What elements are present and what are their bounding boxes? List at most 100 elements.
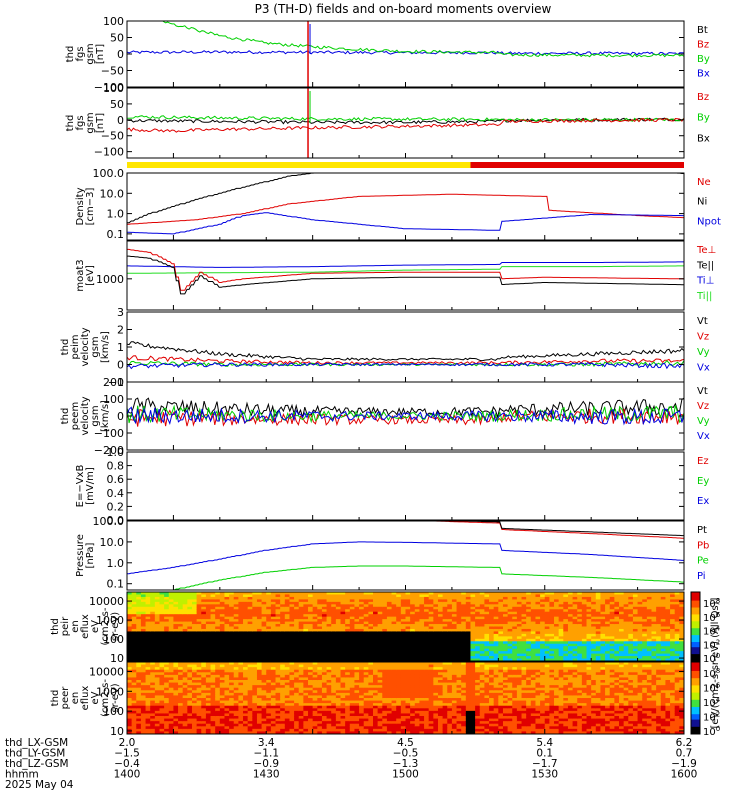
spectrogram-cell	[419, 619, 425, 623]
spectrogram-cell	[502, 626, 509, 630]
spectrogram-cell	[549, 624, 555, 628]
spectrogram-cell	[498, 641, 504, 645]
spectrogram-cell	[567, 596, 574, 600]
spectrogram-cell	[224, 619, 230, 623]
spectrogram-cell	[679, 611, 684, 615]
spectrogram-cell	[275, 682, 281, 686]
spectrogram-cell	[312, 723, 318, 727]
spectrogram-cell	[224, 609, 230, 613]
spectrogram-cell	[150, 687, 156, 691]
spectrogram-cell	[219, 606, 226, 610]
spectrogram-cell	[215, 638, 221, 642]
spectrogram-cell	[238, 731, 244, 734]
spectrogram-cell	[359, 614, 365, 618]
spectrogram-cell	[191, 599, 198, 603]
spectrogram-cell	[168, 708, 175, 712]
spectrogram-cell	[173, 601, 179, 605]
spectrogram-cell	[484, 614, 490, 618]
spectrogram-cell	[308, 596, 314, 600]
spectrogram-cell	[136, 648, 142, 652]
spectrogram-cell	[303, 669, 309, 673]
spectrogram-cell	[187, 674, 193, 679]
spectrogram-cell	[386, 609, 393, 613]
spectrogram-cell	[433, 619, 439, 623]
spectrogram-cell	[233, 669, 239, 673]
spectrogram-cell	[656, 658, 662, 661]
spectrogram-cell	[484, 606, 490, 610]
spectrogram-cell	[419, 606, 425, 610]
spectrogram-cell	[373, 636, 379, 640]
spectrogram-cell	[173, 643, 179, 647]
spectrogram-cell	[382, 616, 388, 620]
spectrogram-cell	[368, 653, 374, 657]
spectrogram-cell	[586, 594, 592, 598]
spectrogram-cell	[386, 611, 393, 615]
spectrogram-cell	[507, 651, 513, 655]
spectrogram-cell	[581, 628, 588, 633]
spectrogram-cell	[400, 601, 407, 605]
spectrogram-cell	[173, 703, 179, 707]
spectrogram-cell	[502, 658, 509, 661]
spectrogram-cell	[614, 611, 620, 615]
spectrogram-cell	[632, 624, 639, 628]
spectrogram-cell	[233, 682, 239, 686]
spectrogram-cell	[660, 606, 667, 610]
spectrogram-cell	[349, 592, 356, 596]
spectrogram-cell	[595, 648, 602, 652]
panel-frame	[126, 381, 685, 451]
spectrogram-cell	[243, 700, 249, 704]
spectrogram-cell	[433, 631, 439, 635]
spectrogram-cell	[498, 609, 504, 613]
spectrogram-cell	[605, 653, 611, 657]
spectrogram-cell	[280, 658, 286, 661]
spectrogram-cell	[581, 599, 588, 603]
spectrogram-cell	[340, 626, 346, 630]
spectrogram-cell	[498, 601, 504, 605]
spectrogram-cell	[632, 606, 639, 610]
spectrogram-cell	[595, 606, 602, 610]
spectrogram-cell	[150, 680, 156, 684]
spectrogram-cell	[210, 633, 216, 637]
spectrogram-cell	[586, 619, 592, 623]
spectrogram-cell	[270, 726, 277, 730]
spectrogram-cell	[502, 611, 509, 615]
spectrogram-cell	[554, 631, 560, 635]
spectrogram-cell	[136, 695, 142, 699]
spectrogram-cell	[266, 708, 272, 712]
spectrogram-cell	[173, 728, 179, 733]
spectrogram-cell	[614, 628, 620, 633]
spectrogram-cell	[451, 624, 458, 628]
spectrogram-cell	[303, 731, 309, 734]
spectrogram-cell	[414, 638, 421, 642]
spectrogram-cell	[345, 628, 351, 633]
spectrogram-cell	[331, 685, 337, 689]
spectrogram-cell	[136, 628, 142, 633]
spectrogram-cell	[294, 609, 300, 613]
spectrogram-cell	[470, 636, 476, 640]
spectrogram-cell	[233, 705, 239, 709]
spectrogram-cell	[581, 624, 588, 628]
spectrogram-cell	[289, 653, 295, 657]
spectrogram-cell	[266, 667, 272, 671]
spectrogram-cell	[591, 648, 597, 652]
spectrogram-cell	[674, 631, 680, 635]
spectrogram-cell	[335, 596, 342, 600]
spectrogram-cell	[140, 682, 147, 686]
spectrogram-cell	[359, 636, 365, 640]
spectrogram-cell	[326, 695, 332, 699]
spectrogram-cell	[164, 638, 170, 642]
spectrogram-cell	[544, 638, 550, 642]
spectrogram-cell	[243, 624, 249, 628]
spectrogram-cell	[340, 601, 346, 605]
spectrogram-cell	[164, 713, 170, 717]
spectrogram-cell	[187, 731, 193, 734]
spectrogram-cell	[359, 633, 365, 637]
spectrogram-cell	[493, 651, 499, 655]
spectrogram-cell	[396, 646, 402, 650]
spectrogram-cell	[201, 601, 207, 605]
spectrogram-cell	[303, 718, 309, 722]
spectrogram-cell	[294, 624, 300, 628]
spectrogram-cell	[145, 716, 151, 720]
spectrogram-cell	[252, 636, 258, 640]
